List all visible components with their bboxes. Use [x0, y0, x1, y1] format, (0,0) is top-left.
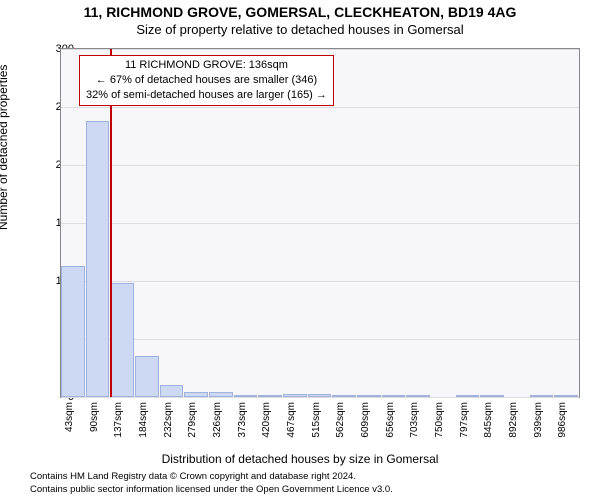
callout-line-1: 11 RICHMOND GROVE: 136sqm [86, 58, 327, 73]
bar [258, 395, 282, 397]
attribution-footer: Contains HM Land Registry data © Crown c… [30, 471, 393, 496]
plot-area: 11 RICHMOND GROVE: 136sqm ← 67% of detac… [60, 48, 580, 398]
callout-line-3: 32% of semi-detached houses are larger (… [86, 88, 327, 103]
callout-box: 11 RICHMOND GROVE: 136sqm ← 67% of detac… [79, 55, 334, 106]
bar [530, 395, 554, 397]
footer-line-1: Contains HM Land Registry data © Crown c… [30, 471, 393, 483]
x-tick: 797sqm [459, 402, 470, 452]
x-tick: 845sqm [483, 402, 494, 452]
footer-line-2: Contains public sector information licen… [30, 484, 393, 496]
bar [332, 395, 356, 397]
page-title: 11, RICHMOND GROVE, GOMERSAL, CLECKHEATO… [0, 4, 600, 20]
x-tick: 750sqm [434, 402, 445, 452]
x-tick: 703sqm [409, 402, 420, 452]
bar [480, 395, 504, 397]
bar [61, 266, 85, 397]
bar [554, 395, 578, 397]
x-axis-label: Distribution of detached houses by size … [0, 452, 600, 466]
x-tick: 939sqm [533, 402, 544, 452]
x-tick: 43sqm [64, 402, 75, 452]
gridline [61, 397, 579, 398]
bar [382, 395, 406, 397]
x-tick: 373sqm [237, 402, 248, 452]
y-axis-label: Number of detached properties [0, 65, 10, 230]
bar [357, 395, 381, 397]
x-tick: 609sqm [360, 402, 371, 452]
x-tick: 562sqm [335, 402, 346, 452]
bar [110, 283, 134, 397]
x-tick: 90sqm [89, 402, 100, 452]
x-tick: 467sqm [286, 402, 297, 452]
bar [308, 394, 332, 397]
figure: 11, RICHMOND GROVE, GOMERSAL, CLECKHEATO… [0, 0, 600, 500]
x-tick: 279sqm [187, 402, 198, 452]
x-tick: 515sqm [311, 402, 322, 452]
x-tick: 184sqm [138, 402, 149, 452]
x-tick: 326sqm [212, 402, 223, 452]
bar [283, 394, 307, 397]
bar [184, 392, 208, 397]
bar [86, 121, 110, 397]
bar [135, 356, 159, 397]
page-subtitle: Size of property relative to detached ho… [0, 22, 600, 37]
x-tick: 656sqm [385, 402, 396, 452]
x-tick: 986sqm [557, 402, 568, 452]
x-tick: 892sqm [508, 402, 519, 452]
x-tick: 420sqm [261, 402, 272, 452]
x-tick: 232sqm [163, 402, 174, 452]
bar [406, 395, 430, 397]
bar [209, 392, 233, 397]
callout-line-2: ← 67% of detached houses are smaller (34… [86, 73, 327, 88]
bar [160, 385, 184, 397]
x-tick: 137sqm [113, 402, 124, 452]
bar [456, 395, 480, 397]
bar [234, 395, 258, 397]
